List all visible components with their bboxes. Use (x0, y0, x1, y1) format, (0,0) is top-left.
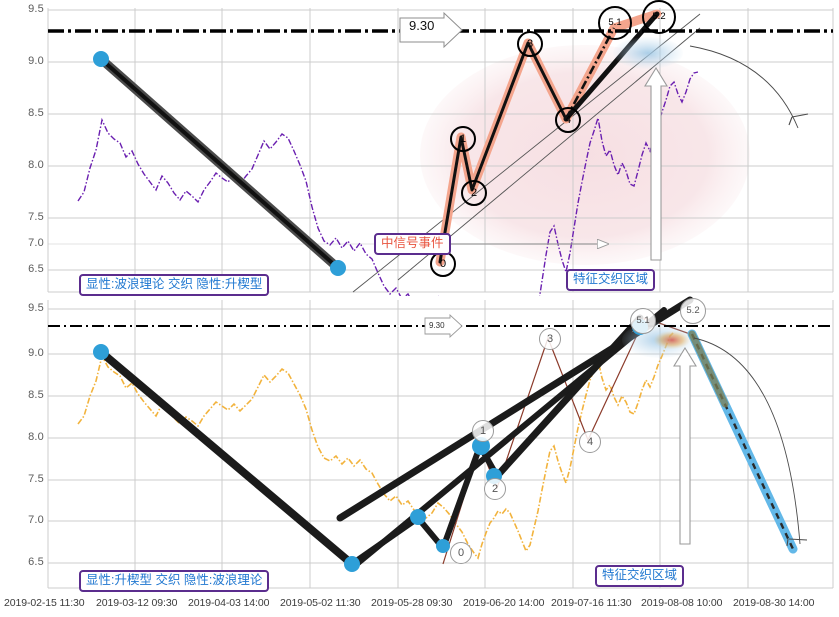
wave-label-5-1-bottom[interactable]: 5.1 (630, 308, 656, 334)
wave-label-2-bottom[interactable]: 2 (484, 478, 506, 500)
downtrend-segment-top-core (99, 57, 340, 270)
ytick-bottom-2: 8.5 (28, 389, 44, 401)
ytick-top-1: 9.0 (28, 55, 44, 67)
peak-marker-dot-top (93, 51, 109, 67)
xtick-6: 2019-07-16 11:30 (551, 597, 632, 609)
ytick-bottom-6: 6.5 (28, 556, 44, 568)
wave-label-0-bottom[interactable]: 0 (450, 542, 472, 564)
xtick-4: 2019-05-28 09:30 (371, 597, 453, 609)
reference-price-callout-bottom (424, 313, 463, 339)
wedge-lower-boundary-bottom (349, 307, 667, 571)
ytick-top-2: 8.5 (28, 107, 44, 119)
ytick-top-3: 8.0 (28, 159, 44, 171)
wave-label-5-1-top[interactable]: 5.1 (598, 6, 632, 40)
bottom-leg-c (440, 443, 483, 551)
ytick-top-6: 6.5 (28, 263, 44, 275)
ytick-top-5: 7.0 (28, 237, 44, 249)
downtrend-segment-bottom (97, 348, 356, 568)
xtick-8: 2019-08-30 14:00 (733, 597, 815, 609)
peak-marker-dot-bottom (93, 344, 109, 360)
event-label-top: 中信号事件 (374, 233, 451, 255)
ytick-top-4: 7.5 (28, 211, 44, 223)
panel-rising-wedge: 9.5 9.0 8.5 8.0 7.5 7.0 6.5 9.30 0 1 2 3… (0, 296, 839, 592)
panel-wave-theory: 9.5 9.0 8.5 8.0 7.5 7.0 6.5 9.30 0 1 2 3… (0, 0, 839, 296)
arc-target-tick-top (788, 113, 809, 126)
bottom-panel-plot (47, 296, 834, 589)
arc-target-tick-bottom (786, 538, 808, 547)
ytick-bottom-0: 9.5 (28, 302, 44, 314)
reversal-arc-top (689, 45, 799, 129)
reference-price-label-bottom: 9.30 (429, 321, 445, 330)
xtick-5: 2019-06-20 14:00 (463, 597, 545, 609)
xtick-0: 2019-02-15 11:30 (4, 597, 85, 609)
wave-label-4-bottom[interactable]: 4 (579, 431, 601, 453)
wave-label-3-bottom[interactable]: 3 (539, 328, 561, 350)
ytick-bottom-4: 7.5 (28, 473, 44, 485)
reversal-arc-bottom (693, 337, 801, 545)
pivot-marker-dot-bottom (436, 539, 450, 553)
wave-label-5-2-top[interactable]: 5.2 (642, 0, 676, 34)
pattern-caption-bottom: 显性:升楔型 交织 隐性:波浪理论 (79, 570, 270, 592)
wave-label-2-top[interactable]: 2 (461, 180, 487, 206)
top-panel-plot (47, 8, 834, 296)
pattern-caption-top: 显性:波浪理论 交织 隐性:升楔型 (79, 274, 270, 296)
reference-price-label-top: 9.30 (409, 18, 435, 33)
interweave-hotspot-bottom (654, 331, 690, 349)
zone-pointer-arrow-bottom (673, 346, 697, 545)
wave-label-1-bottom[interactable]: 1 (472, 420, 494, 442)
reference-price-callout-top (399, 11, 463, 49)
interweave-blob-top (613, 37, 683, 69)
retrace-marker-dot-bottom (410, 509, 426, 525)
wave-label-3-top[interactable]: 3 (517, 31, 543, 57)
ytick-bottom-5: 7.0 (28, 514, 44, 526)
ytick-bottom-1: 9.0 (28, 347, 44, 359)
xtick-1: 2019-03-12 09:30 (96, 597, 178, 609)
wave-path-top-projection (564, 27, 616, 120)
zone-pointer-arrow-top (644, 66, 668, 261)
projection-head-bottom (688, 330, 729, 408)
trough-marker-dot-bottom (344, 556, 360, 572)
wave-label-4-top[interactable]: 4 (555, 107, 581, 133)
xtick-7: 2019-08-08 10:00 (641, 597, 723, 609)
trough-marker-dot-top (330, 260, 346, 276)
price-series-top (78, 72, 698, 296)
xtick-2: 2019-04-03 14:00 (188, 597, 270, 609)
xtick-3: 2019-05-02 11:30 (280, 597, 361, 609)
x-axis: 2019-02-15 11:30 2019-03-12 09:30 2019-0… (0, 592, 839, 617)
zone-label-top: 特征交织区域 (566, 269, 656, 291)
wave-final-leg-top (563, 11, 660, 122)
wave-label-5-2-bottom[interactable]: 5.2 (680, 298, 706, 324)
ytick-bottom-3: 8.0 (28, 431, 44, 443)
wave-label-1-top[interactable]: 1 (450, 126, 476, 152)
zone-label-bottom: 特征交织区域 (595, 565, 685, 587)
ytick-top-0: 9.5 (28, 3, 44, 15)
